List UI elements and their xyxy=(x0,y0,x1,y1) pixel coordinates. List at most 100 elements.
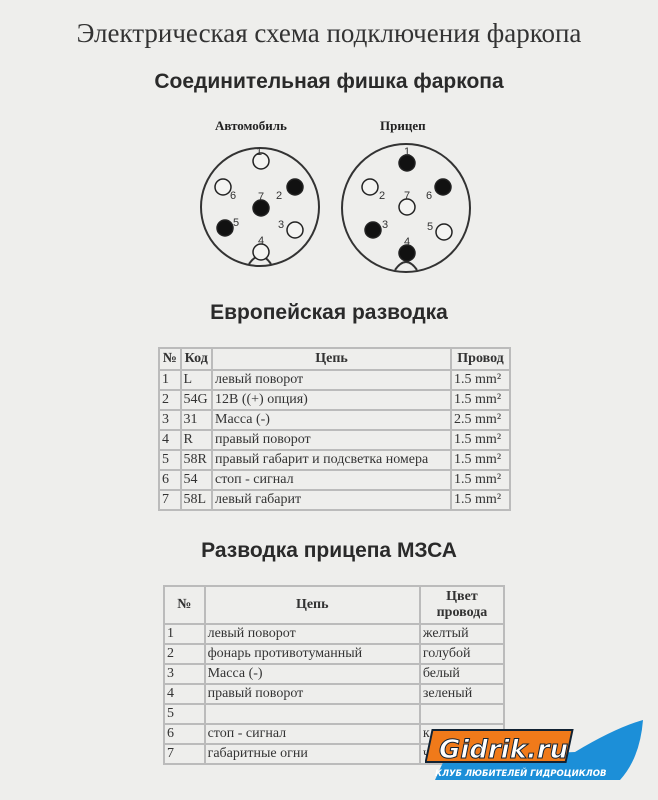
pin-number: 7 xyxy=(404,190,410,202)
table-cell: 1 xyxy=(163,623,206,645)
table-cell: 5 xyxy=(163,703,206,725)
table-cell: 1.5 mm² xyxy=(450,429,511,451)
pin-number: 6 xyxy=(426,190,432,202)
table-row: 2 фонарь противотуманный голубой xyxy=(163,643,506,665)
pin-6 xyxy=(214,178,232,196)
table-row: 7 58L левый габарит 1.5 mm² xyxy=(158,489,511,511)
connector-outline xyxy=(200,147,320,267)
table-cell xyxy=(418,703,506,725)
mzsa-table: № Цепь Цвет провода 1 левый поворот желтый 2 фо… xyxy=(163,585,506,765)
pin-7 xyxy=(252,199,270,217)
table-cell: габаритные огни xyxy=(203,743,421,765)
mzsa-heading: Разводка прицепа МЗСА xyxy=(201,539,457,562)
table-cell: голубой xyxy=(418,643,506,665)
table-cell: 5 xyxy=(158,449,182,471)
table-cell: 3 xyxy=(163,663,206,685)
table-row: 6 стоп - сигнал к xyxy=(163,723,506,745)
svg-text:Gidrik.ru: Gidrik.ru xyxy=(439,735,568,765)
table-row: 3 31 Масса (-) 2.5 mm² xyxy=(158,409,511,431)
table-cell: 1.5 mm² xyxy=(450,389,511,411)
column-header: Цвет провода xyxy=(418,585,506,625)
table-cell: стоп - сигнал xyxy=(210,469,453,491)
column-header: № xyxy=(163,585,206,625)
pin-3 xyxy=(286,221,304,239)
pin-7 xyxy=(398,198,416,216)
pin-number: 3 xyxy=(382,219,388,231)
table-cell: 12В ((+) опция) xyxy=(210,389,453,411)
table-row: 5 58R правый габарит и подсветка номера 1.5… xyxy=(158,449,511,471)
table-row: 6 54 стоп - сигнал 1.5 mm² xyxy=(158,469,511,491)
pin-number: 1 xyxy=(404,146,410,158)
svg-text:КЛУБ ЛЮБИТЕЛЕЙ ГИДРОЦИКЛОВ: КЛУБ ЛЮБИТЕЛЕЙ ГИДРОЦИКЛОВ xyxy=(435,767,606,779)
table-cell: правый габарит и подсветка номера xyxy=(210,449,453,471)
trailer-label: Прицеп xyxy=(380,118,426,133)
gidrik-logo: Gidrik.ru КЛУБ ЛЮБИТЕЛЕЙ ГИДРОЦИКЛОВ xyxy=(424,718,645,786)
table-cell: зеленый xyxy=(418,683,506,705)
column-header: Цепь xyxy=(203,585,421,625)
pin-number: 6 xyxy=(230,190,236,202)
connector-outline xyxy=(341,143,471,273)
table-cell: левый поворот xyxy=(210,369,453,391)
connector-diagram: 1 2 3 4 5 6 7 1 2 3 4 5 6 7 xyxy=(200,143,471,273)
connector-key xyxy=(394,261,418,271)
pin-6 xyxy=(434,178,452,196)
table-cell: правый поворот xyxy=(210,429,453,451)
table-cell: желтый xyxy=(418,623,506,645)
pin-number: 5 xyxy=(233,217,239,229)
table-cell: R xyxy=(179,429,213,451)
table-cell: 58R xyxy=(179,449,213,471)
table-cell: 6 xyxy=(163,723,206,745)
table-cell: 1.5 mm² xyxy=(450,469,511,491)
pin-2 xyxy=(286,178,304,196)
table-row: 3 Масса (-) белый xyxy=(163,663,506,685)
table-cell: левый поворот xyxy=(203,623,421,645)
table-cell: 3 xyxy=(158,409,182,431)
car-label: Автомобиль xyxy=(215,118,287,133)
table-cell: 4 xyxy=(163,683,206,705)
pin-2 xyxy=(361,178,379,196)
pin-number: 2 xyxy=(379,190,385,202)
table-cell: L xyxy=(179,369,213,391)
table-cell: 31 xyxy=(179,409,213,431)
table-cell: 1.5 mm² xyxy=(450,489,511,511)
table-cell: 58L xyxy=(179,489,213,511)
pin-3 xyxy=(364,221,382,239)
column-header: Код xyxy=(179,347,213,371)
table-cell: 2.5 mm² xyxy=(450,409,511,431)
table-row: 1 левый поворот желтый xyxy=(163,623,506,645)
table-cell: 1.5 mm² xyxy=(450,369,511,391)
pin-5 xyxy=(435,223,453,241)
pin-4 xyxy=(398,244,416,262)
table-cell: стоп - сигнал xyxy=(203,723,421,745)
pin-number: 4 xyxy=(258,235,264,247)
pin-number: 7 xyxy=(258,191,264,203)
pin-number: 5 xyxy=(427,221,433,233)
pin-1 xyxy=(252,152,270,170)
table-cell: белый xyxy=(418,663,506,685)
page-title: Электрическая схема подключения фаркопа xyxy=(76,18,582,48)
table-cell: Масса (-) xyxy=(203,663,421,685)
table-cell: 7 xyxy=(158,489,182,511)
column-header: Провод xyxy=(450,347,511,371)
table-row: 2 54G 12В ((+) опция) 1.5 mm² xyxy=(158,389,511,411)
pin-4 xyxy=(252,243,270,261)
table-cell: 1 xyxy=(158,369,182,391)
table-cell: правый поворот xyxy=(203,683,421,705)
table-cell: 54G xyxy=(179,389,213,411)
column-header: № xyxy=(158,347,182,371)
table-cell xyxy=(203,703,421,725)
column-header: Цепь xyxy=(210,347,453,371)
pin-5 xyxy=(216,219,234,237)
table-cell: 2 xyxy=(158,389,182,411)
table-cell: фонарь противотуманный xyxy=(203,643,421,665)
table-cell: Масса (-) xyxy=(210,409,453,431)
table-cell: 1.5 mm² xyxy=(450,449,511,471)
table-cell: левый габарит xyxy=(210,489,453,511)
table-cell: 4 xyxy=(158,429,182,451)
pin-1 xyxy=(398,154,416,172)
pin-number: 3 xyxy=(278,219,284,231)
table-cell: 2 xyxy=(163,643,206,665)
connector-heading: Соединительная фишка фаркопа xyxy=(154,70,504,93)
